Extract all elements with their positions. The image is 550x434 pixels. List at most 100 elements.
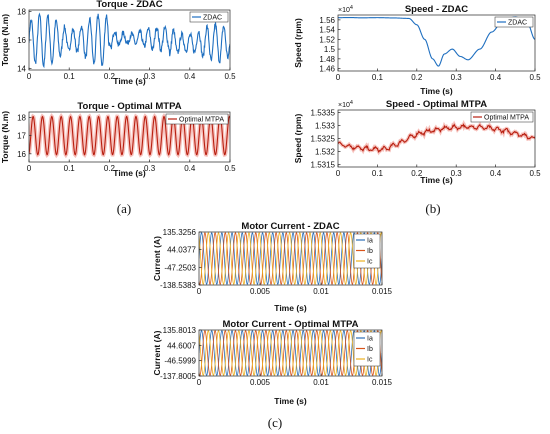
- chart-title: Motor Current - ZDAC: [241, 221, 339, 232]
- y-axis-label: Current (A): [152, 236, 162, 281]
- x-tick-label: 0.2: [104, 164, 116, 173]
- axis-exponent: ×104: [338, 5, 353, 14]
- x-axis-label: Time (s): [274, 396, 307, 406]
- legend-label: ZDAC: [203, 15, 222, 22]
- series-group: [29, 113, 230, 159]
- x-tick-label: 0.5: [224, 164, 236, 173]
- x-tick-label: 0: [27, 164, 32, 173]
- x-tick-label: 0.005: [250, 378, 271, 387]
- x-axis-label: Time (s): [113, 168, 146, 178]
- chart-current_zdac: Motor Current - ZDAC 0 0.005 0.01 0.015 135.3…: [152, 221, 393, 313]
- y-tick-label: 18: [17, 7, 26, 16]
- y-axis-label: Torque (N.m): [0, 111, 10, 163]
- legend-label: Ib: [367, 248, 373, 255]
- chart-title: Speed - Optimal MTPA: [386, 99, 487, 110]
- legend-box: [470, 111, 534, 123]
- x-axis-label: Time (s): [420, 86, 453, 96]
- x-tick-label: 0.2: [411, 73, 423, 82]
- x-tick-label: 0.01: [313, 287, 329, 296]
- legend: Optimal MTPA: [470, 111, 534, 123]
- x-tick-label: 0.3: [451, 73, 463, 82]
- x-tick-label: 0.015: [372, 378, 393, 387]
- chart-title: Torque - ZDAC: [96, 0, 162, 10]
- y-axis-label: Speed (rpm): [293, 18, 303, 68]
- series-line-ic: [199, 330, 382, 376]
- series-group: [199, 232, 382, 285]
- chart-title: Speed - ZDAC: [405, 4, 468, 15]
- y-tick-label: -137.8005: [160, 372, 197, 381]
- y-tick-label: 1.5325: [311, 135, 336, 144]
- x-tick-label: 0.1: [372, 169, 384, 178]
- legend-box: [494, 16, 534, 28]
- x-tick-label: 0.1: [64, 164, 76, 173]
- x-tick-label: 0.3: [144, 72, 156, 81]
- x-axis-label: Time (s): [420, 175, 453, 185]
- x-tick-label: 0.01: [313, 378, 329, 387]
- x-tick-label: 0: [336, 73, 341, 82]
- y-tick-label: 18: [17, 113, 26, 122]
- chart-current_mtpa: Motor Current - Optimal MTPA 0 0.005 0.01 0.…: [152, 319, 393, 406]
- y-tick-label: -47.2503: [164, 263, 196, 272]
- y-tick-label: 135.3256: [163, 228, 197, 237]
- x-tick-label: 0.4: [184, 72, 196, 81]
- series-line-ib: [199, 232, 382, 285]
- axis-exponent: ×104: [338, 100, 353, 109]
- panel-label-c: (c): [268, 415, 282, 430]
- legend-box: [189, 11, 229, 23]
- chart-title: Torque - Optimal MTPA: [77, 101, 181, 112]
- x-tick-label: 0.3: [144, 164, 156, 173]
- y-tick-label: 1.46: [319, 65, 335, 74]
- series-line-ia: [199, 330, 382, 376]
- x-tick-label: 0.4: [184, 164, 196, 173]
- legend-label: Ia: [367, 336, 373, 343]
- y-tick-label: -46.5999: [164, 357, 196, 366]
- x-axis-label: Time (s): [274, 303, 307, 313]
- y-tick-label: 1.52: [319, 35, 335, 44]
- series-line-optimal-mtpa: [29, 115, 230, 156]
- series-group: [338, 119, 535, 156]
- x-tick-label: 0.1: [372, 73, 384, 82]
- chart-torque_zdac: Torque - ZDAC 0 0.1 0.2 0.3 0.4 0.5 14 16 18 Time …: [0, 0, 236, 86]
- x-tick-label: 0: [197, 287, 202, 296]
- legend-label: Optimal MTPA: [179, 117, 224, 124]
- axes-box: [198, 329, 383, 377]
- x-tick-label: 0.005: [250, 287, 271, 296]
- y-tick-label: 14: [17, 65, 26, 74]
- y-tick-label: 1.56: [319, 16, 335, 25]
- series-line-zdac: [29, 12, 230, 69]
- y-tick-label: 44.6007: [167, 341, 196, 350]
- axes-box: [337, 14, 536, 72]
- series-line-ic: [199, 232, 382, 285]
- y-axis-label: Current (A): [152, 330, 162, 375]
- series-group: [199, 330, 382, 376]
- y-tick-label: 1.54: [319, 26, 335, 35]
- series-line-optimal-mtpa: [338, 123, 535, 153]
- y-tick-label: 1.5315: [311, 160, 336, 169]
- x-tick-label: 0.5: [529, 73, 541, 82]
- series-group: [29, 12, 230, 69]
- legend: Optimal MTPA: [165, 113, 229, 125]
- axes-box: [198, 231, 383, 286]
- legend-label: Ic: [367, 259, 373, 266]
- y-axis-label: Torque (N.m): [0, 14, 10, 66]
- chart-torque_mtpa: Torque - Optimal MTPA 0 0.1 0.2 0.3 0.4 0.5 16 1…: [0, 101, 236, 178]
- chart-speed_mtpa: Speed - Optimal MTPA ×104 0 0.1 0.2 0.3 0.4 0.5…: [293, 99, 541, 185]
- x-tick-label: 0.4: [490, 73, 502, 82]
- panel-label-b: (b): [425, 201, 440, 216]
- legend-box: [165, 113, 229, 125]
- y-axis-label: Speed (rpm): [293, 114, 303, 164]
- y-tick-label: -138.5383: [160, 281, 197, 290]
- y-tick-label: 135.8013: [163, 326, 197, 335]
- panel-label-a: (a): [117, 201, 131, 216]
- x-tick-label: 0.4: [490, 169, 502, 178]
- x-tick-label: 0.5: [224, 72, 236, 81]
- legend-label: Ia: [367, 238, 373, 245]
- legend-label: ZDAC: [508, 20, 527, 27]
- legend-label: Ib: [367, 346, 373, 353]
- x-tick-label: 0.3: [451, 169, 463, 178]
- x-axis-label: Time (s): [113, 76, 146, 86]
- y-tick-label: 1.5: [324, 45, 336, 54]
- legend-label: Optimal MTPA: [484, 115, 529, 122]
- x-tick-label: 0: [197, 378, 202, 387]
